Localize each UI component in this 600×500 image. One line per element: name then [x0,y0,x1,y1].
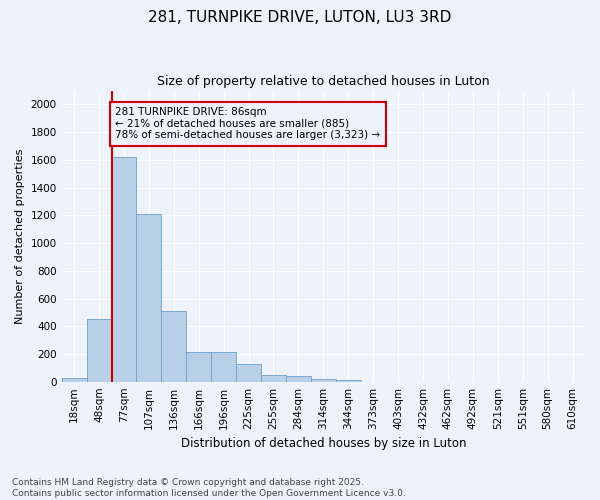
Bar [336,380,361,382]
X-axis label: Distribution of detached houses by size in Luton: Distribution of detached houses by size … [181,437,466,450]
Text: 281 TURNPIKE DRIVE: 86sqm
← 21% of detached houses are smaller (885)
78% of semi: 281 TURNPIKE DRIVE: 86sqm ← 21% of detac… [115,107,380,140]
Bar [236,364,261,382]
Bar [62,378,86,382]
Bar [186,352,211,382]
Bar [86,318,112,382]
Bar [286,376,311,382]
Bar [112,157,136,382]
Title: Size of property relative to detached houses in Luton: Size of property relative to detached ho… [157,75,490,88]
Bar [261,376,286,382]
Bar [136,214,161,382]
Bar [161,311,186,382]
Y-axis label: Number of detached properties: Number of detached properties [15,148,25,324]
Bar [311,379,336,382]
Text: Contains HM Land Registry data © Crown copyright and database right 2025.
Contai: Contains HM Land Registry data © Crown c… [12,478,406,498]
Bar [211,352,236,382]
Text: 281, TURNPIKE DRIVE, LUTON, LU3 3RD: 281, TURNPIKE DRIVE, LUTON, LU3 3RD [148,10,452,25]
